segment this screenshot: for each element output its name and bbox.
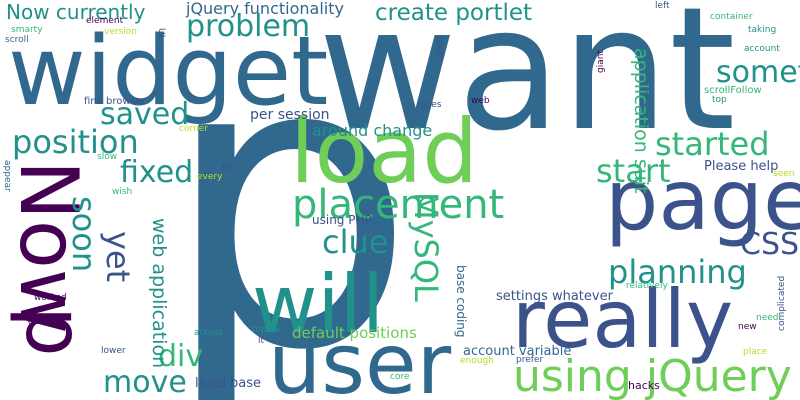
word-taking: taking — [748, 25, 777, 35]
word-relatively: relatively — [626, 281, 668, 291]
word-page: page — [605, 151, 800, 249]
word-base-coding: base coding — [454, 265, 468, 338]
word-need: need — [756, 313, 779, 323]
word-please-help: Please help — [704, 159, 779, 174]
word-across: across — [194, 328, 223, 338]
word-around-change: around change — [312, 121, 433, 140]
word-really: really — [512, 273, 734, 366]
word-placement: placement — [292, 182, 505, 228]
word-using-jquery: using jQuery — [513, 351, 792, 400]
word-corner: corner — [179, 124, 208, 134]
word-div: something — [716, 55, 800, 90]
word-core: core — [390, 372, 410, 382]
word-every: every — [197, 172, 223, 182]
word-giant: giant — [596, 50, 606, 73]
word-smarty: smarty — [11, 25, 43, 35]
word-seen: seen — [773, 169, 795, 179]
word-account-variable: account variable — [463, 344, 572, 359]
word-application-suit: jQuery functionality — [186, 0, 344, 18]
word-wish: wish — [112, 187, 133, 197]
word-yet: fixed — [120, 155, 194, 190]
word-saved: saved — [100, 97, 190, 132]
word-position: position — [12, 123, 139, 161]
word-left: left — [655, 1, 670, 11]
word-appear: appear — [2, 160, 12, 192]
word-scrollfollow: scrollFollow — [704, 85, 762, 96]
word-scroll: scroll — [5, 35, 29, 45]
word-element: element — [86, 16, 124, 26]
word-p: p — [162, 0, 416, 400]
word-will: will — [252, 258, 385, 351]
word-start: start — [596, 152, 671, 190]
word-new: new — [738, 322, 757, 332]
word-goes: goes — [420, 100, 442, 110]
word-lt: lt — [258, 336, 265, 346]
word-version: version — [104, 27, 137, 37]
word-p-small: p — [8, 306, 101, 357]
word-css: CSS — [740, 227, 800, 262]
word-something: soon — [65, 196, 103, 273]
word-topbar: topBar — [252, 325, 283, 335]
word-load: load — [290, 100, 479, 203]
word-top: top — [712, 95, 727, 105]
word-place: place — [743, 347, 768, 357]
word-container: container — [710, 12, 753, 22]
word-slow: slow — [97, 152, 118, 162]
word-problem: yet — [99, 231, 137, 283]
word-web-application: Now currently — [6, 0, 146, 24]
word-level-base: level base — [195, 376, 262, 391]
word-hacks: hacks — [628, 379, 660, 392]
word-far: far — [222, 163, 235, 173]
word-started: started — [655, 125, 770, 163]
word-user: user — [268, 315, 452, 400]
word-fixed: MySQL — [407, 192, 445, 302]
word-now-currently: application suit — [630, 48, 652, 194]
word-widget: widget — [8, 17, 329, 127]
word-enough: enough — [460, 356, 494, 366]
word-jquery-functionality: create portlet — [375, 0, 533, 26]
word-per-session: per session — [250, 107, 330, 123]
word-settings-whatever: settings whatever — [496, 289, 613, 304]
word-account: account — [744, 44, 780, 54]
word-ui: UI — [156, 28, 166, 38]
word-create-portlet: web application — [148, 218, 170, 369]
word-mysql: div — [158, 339, 204, 374]
word-using-php: using PHP — [312, 213, 372, 227]
word-want: want — [318, 0, 736, 169]
word-web: web — [471, 96, 490, 106]
word-planning: planning — [608, 253, 747, 291]
word-fine-browser: fine browser — [84, 96, 146, 107]
word-complicated: complicated — [777, 275, 787, 331]
word-move: problem — [186, 9, 311, 44]
word-good: good — [28, 317, 51, 327]
word-hand: hand — [198, 209, 221, 219]
word-soon: move — [103, 365, 187, 400]
word-tried: tried — [434, 36, 444, 57]
word-worked: worked — [34, 293, 67, 303]
word-lower: lower — [101, 346, 126, 356]
word-clue: clue — [322, 223, 389, 261]
word-default-positions: default positions — [292, 324, 417, 342]
word-prefer: prefer — [516, 355, 544, 365]
